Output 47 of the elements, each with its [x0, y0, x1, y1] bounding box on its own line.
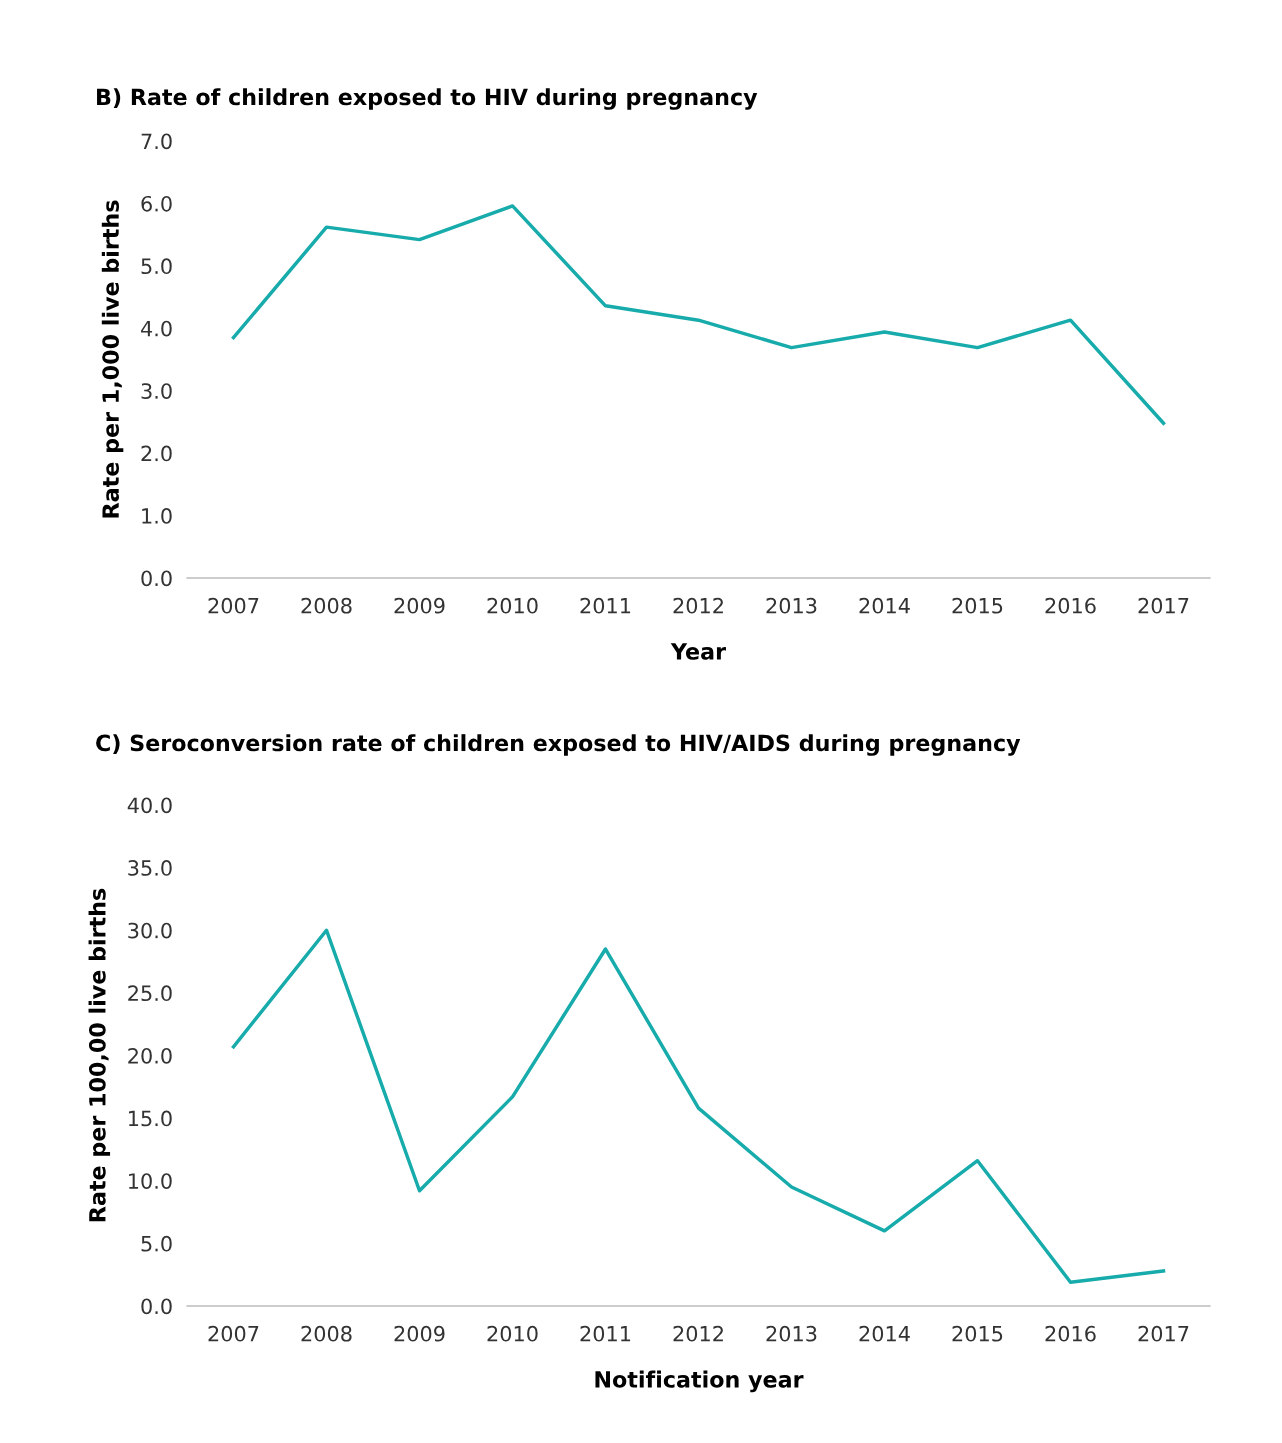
x-tick-label: 2011	[580, 597, 631, 614]
line-series	[231, 928, 1166, 1284]
x-tick-label: 2016	[1045, 1325, 1096, 1342]
chart-title: B) Rate of children exposed to HIV during pregnancy	[97, 88, 758, 110]
x-tick-label: 2013	[766, 1325, 817, 1342]
x-tick-label: 2015	[952, 1325, 1003, 1342]
x-tick-label: 2011	[580, 1325, 631, 1342]
x-tick-label: 2013	[766, 597, 817, 614]
y-tick-label: 15.0	[129, 1110, 172, 1127]
y-tick-label: 20.0	[128, 1047, 172, 1064]
x-tick-label: 2007	[208, 597, 259, 614]
x-tick-label: 2012	[673, 1325, 723, 1342]
y-tick-label: 0.0	[141, 1298, 172, 1315]
chart-title: C) Seroconversion rate of children exposed to HIV/AIDS during pregnancy	[96, 734, 1021, 756]
y-tick-label: 3.0	[141, 383, 172, 399]
line-series	[231, 204, 1166, 425]
y-tick-label: 4.0	[141, 320, 172, 337]
y-tick-label: 6.0	[141, 195, 172, 212]
x-tick-label: 2014	[859, 597, 910, 614]
x-tick-label: 2016	[1045, 597, 1096, 614]
y-axis-title: Rate per 1,000 live births	[101, 200, 124, 518]
y-tick-label: 5.0	[141, 1235, 172, 1252]
x-tick-label: 2010	[487, 597, 538, 614]
y-tick-label: 30.0	[128, 922, 172, 939]
x-tick-label: 2010	[487, 1325, 538, 1342]
x-tick-label: 2017	[1138, 597, 1189, 614]
y-axis-title: Rate per 100,00 live births	[88, 888, 111, 1222]
x-tick-label: 2007	[208, 1325, 259, 1342]
y-tick-label: 25.0	[128, 985, 172, 1002]
x-tick-label: 2015	[952, 597, 1003, 614]
y-tick-label: 1.0	[142, 508, 172, 524]
y-tick-label: 2.0	[141, 445, 172, 462]
y-tick-label: 7.0	[141, 133, 172, 150]
x-axis-title: Year	[670, 643, 726, 660]
x-tick-label: 2009	[394, 1325, 445, 1342]
x-tick-label: 2017	[1138, 1325, 1189, 1342]
y-tick-label: 0.0	[141, 570, 172, 587]
x-tick-label: 2012	[673, 597, 723, 614]
x-tick-label: 2008	[301, 597, 352, 614]
x-tick-label: 2009	[394, 597, 445, 614]
y-tick-label: 5.0	[141, 258, 172, 275]
x-tick-label: 2008	[301, 1325, 352, 1342]
y-tick-label: 35.0	[128, 860, 172, 876]
y-tick-label: 10.0	[129, 1173, 172, 1189]
x-axis-title: Notification year	[595, 1370, 804, 1393]
x-tick-label: 2014	[859, 1325, 910, 1342]
y-tick-label: 40.0	[127, 797, 172, 814]
